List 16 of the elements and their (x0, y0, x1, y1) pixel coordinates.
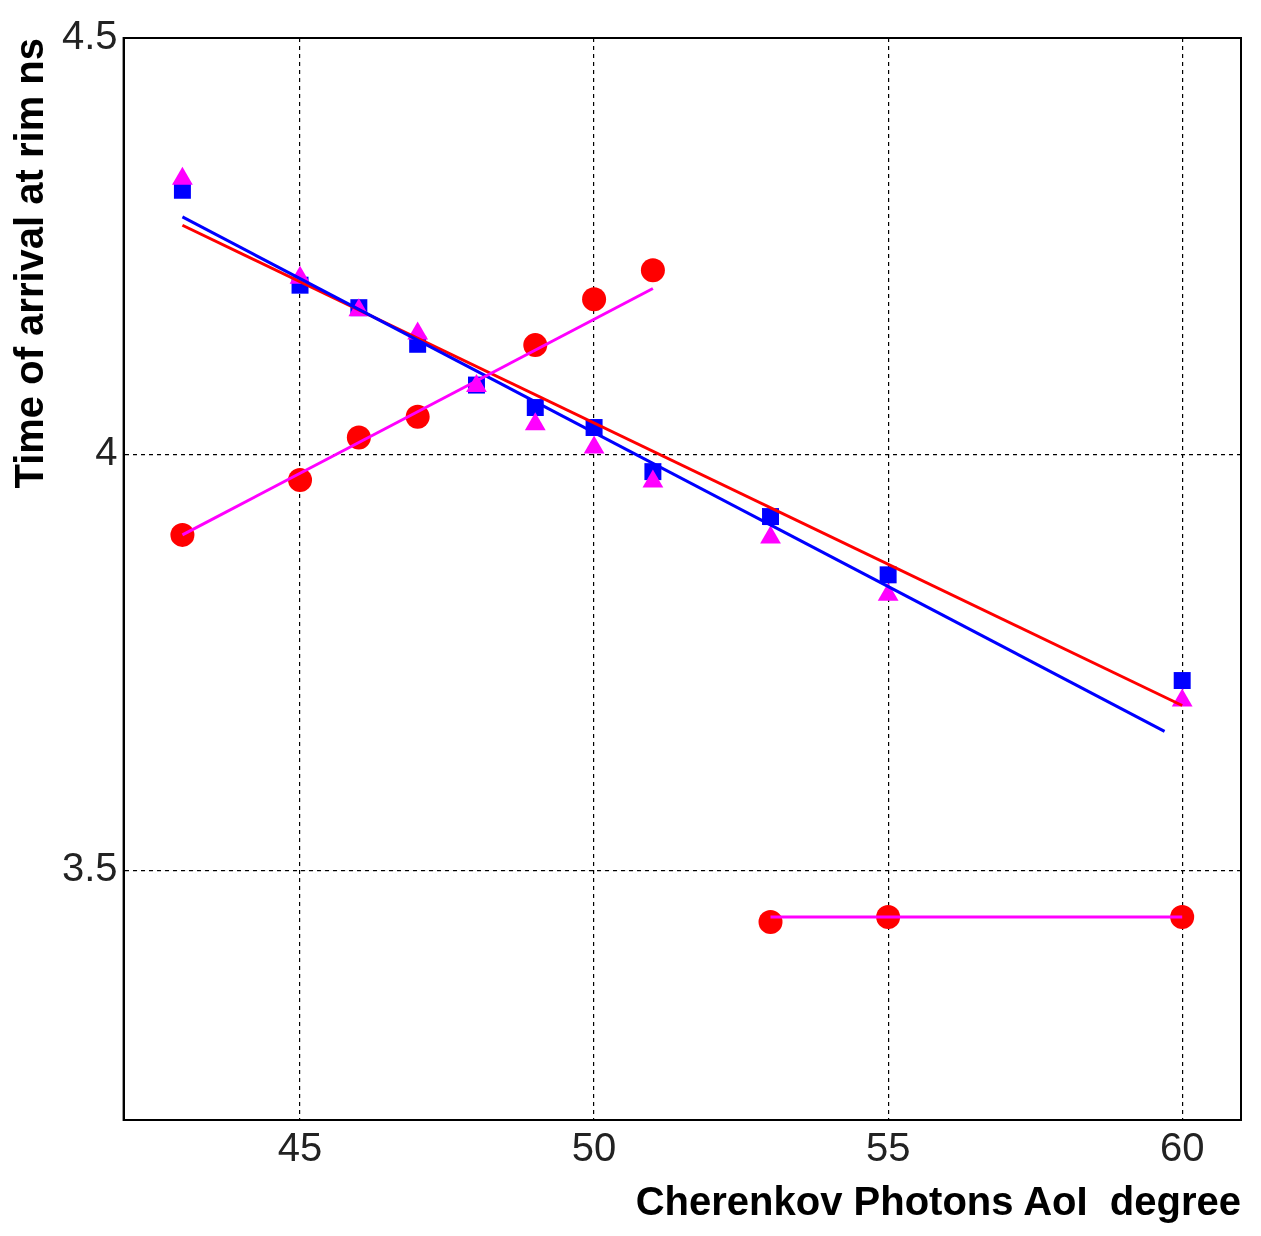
x-tick-label: 45 (277, 1125, 323, 1170)
x-tick-label: 60 (1159, 1125, 1205, 1170)
point (582, 287, 607, 312)
point (879, 566, 897, 584)
point (1173, 672, 1191, 690)
y-tick-label: 4.5 (62, 13, 118, 58)
y-tick-label: 3.5 (62, 845, 118, 890)
x-tick-label: 55 (865, 1125, 911, 1170)
point (1170, 904, 1195, 929)
x-tick-label: 50 (571, 1125, 617, 1170)
point (640, 258, 665, 283)
y-axis-title: Time of arrival at rim ns (7, 38, 52, 489)
x-axis-title: Cherenkov Photons AoI degree (635, 1179, 1241, 1224)
point (170, 522, 195, 547)
point (758, 909, 783, 934)
y-tick-label: 4 (95, 429, 118, 474)
